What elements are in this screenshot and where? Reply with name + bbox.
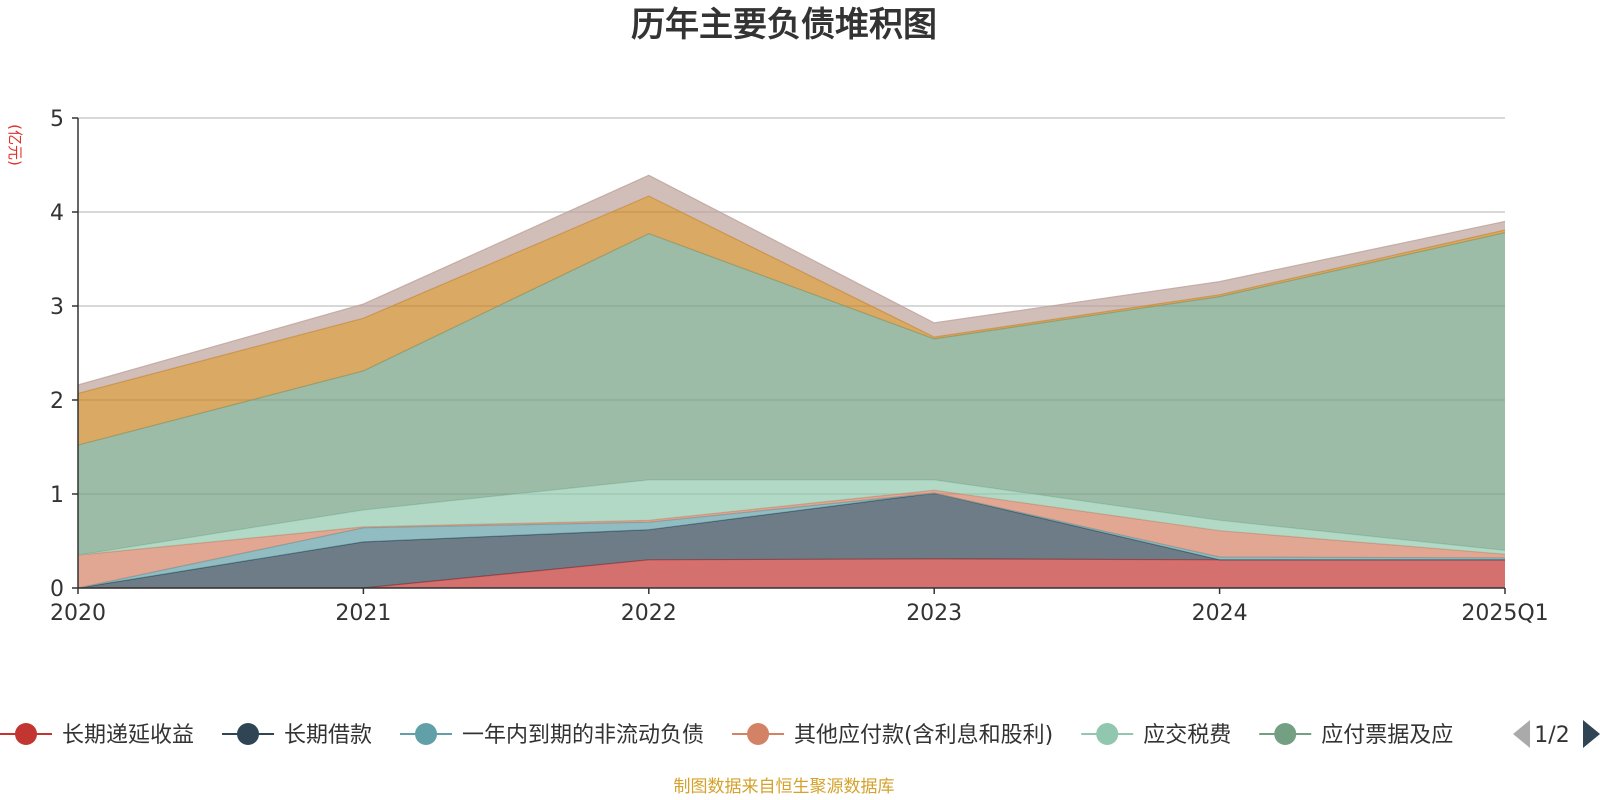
- area-series-7: [78, 196, 1505, 446]
- legend-label-6: 应付票据及应: [1321, 723, 1453, 748]
- area-series-6: [78, 232, 1505, 556]
- legend-marker-4: [747, 723, 770, 745]
- area-series: [77, 174, 1506, 589]
- legend-label-4: 其他应付款(含利息和股利): [794, 723, 1053, 748]
- y-tick-label: 5: [50, 107, 64, 132]
- legend: 长期递延收益 长期借款 一年内到期的非流动负债 其他应付款(含利息和股利) 应交税费 应付…: [0, 720, 1600, 748]
- area-series-3: [78, 493, 1505, 588]
- x-tick-label: 2024: [1192, 601, 1248, 626]
- legend-next-icon[interactable]: [1583, 720, 1600, 748]
- legend-marker-3: [415, 723, 438, 745]
- area-series-8: [78, 175, 1505, 394]
- area-series-1: [78, 558, 1505, 588]
- x-tick-label: 2025Q1: [1461, 601, 1548, 626]
- y-tick-label: 3: [50, 295, 64, 320]
- y-axis-unit: (亿元): [6, 124, 24, 166]
- y-tick-label: 1: [50, 483, 64, 508]
- legend-label-2: 长期借款: [284, 723, 372, 748]
- x-tick-label: 2022: [621, 601, 677, 626]
- legend-marker-6: [1274, 723, 1297, 745]
- area-line-8: [77, 174, 1506, 386]
- legend-page-indicator: 1/2: [1534, 723, 1569, 748]
- y-tick-label: 2: [50, 389, 64, 414]
- legend-marker-1: [15, 723, 37, 745]
- x-tick-label: 2020: [50, 601, 106, 626]
- area-series-5: [78, 479, 1505, 556]
- legend-label-1: 长期递延收益: [62, 723, 194, 748]
- legend-marker-2: [237, 723, 260, 745]
- legend-label-5: 应交税费: [1143, 723, 1231, 748]
- axes: 0 1 2 3 4 5 2020 2021 2022 2023 2024 2025Q1: [50, 107, 1549, 626]
- legend-prev-icon[interactable]: [1513, 720, 1530, 748]
- area-series-4: [78, 490, 1505, 588]
- legend-label-3: 一年内到期的非流动负债: [462, 723, 704, 748]
- chart-title: 历年主要负债堆积图: [631, 5, 937, 45]
- x-tick-label: 2021: [335, 601, 391, 626]
- area-series-2: [78, 493, 1505, 588]
- data-source: 制图数据来自恒生聚源数据库: [674, 777, 895, 797]
- y-tick-label: 4: [50, 201, 64, 226]
- x-tick-label: 2023: [906, 601, 962, 626]
- y-tick-label: 0: [50, 577, 64, 602]
- legend-marker-5: [1096, 723, 1119, 745]
